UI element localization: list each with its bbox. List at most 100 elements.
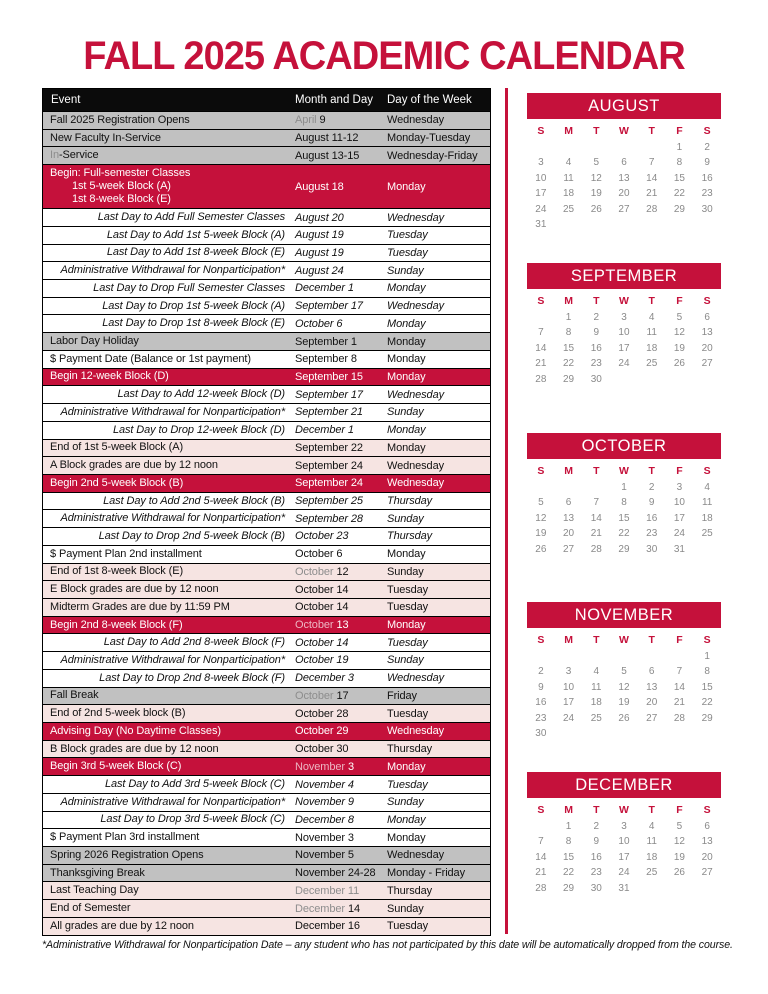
event-text: Last Day to Drop 2nd 5-week Block (B) bbox=[98, 529, 286, 542]
table-row: End of 1st 8-week Block (E) October 12 Sund… bbox=[43, 562, 490, 581]
calendar-day: 7 bbox=[676, 666, 683, 678]
calendar-day-header: M bbox=[564, 465, 573, 477]
month-day-text: September 17 bbox=[295, 300, 363, 313]
month-day-cell: October 6 bbox=[295, 548, 387, 560]
calendar-day-empty bbox=[638, 649, 666, 664]
month-day-cell: December 1 bbox=[295, 282, 387, 294]
calendar-day-empty bbox=[610, 140, 638, 155]
mini-calendar-november: NOVEMBER S M T W T F S 1 2 3 4 5 6 7 8 9 10 11 12 13 14 15 16 17… bbox=[527, 602, 721, 741]
mini-calendar-december: DECEMBER S M T W T F S 1 2 3 4 5 6 7 8 9 10 11 12 13 14 15 16 17… bbox=[527, 772, 721, 896]
calendar-day: 25 bbox=[590, 712, 602, 724]
calendar-day: 16 bbox=[590, 851, 602, 863]
calendar-day: 27 bbox=[563, 543, 575, 555]
day-of-week-cell: Thursday bbox=[387, 884, 433, 897]
calendar-day: 6 bbox=[704, 312, 710, 323]
month-day-cell: September 17 bbox=[295, 300, 387, 312]
calendar-grid: S M T W T F S 1 2 3 4 5 6 7 8 9 10 11 12 13 14 15 16 17 18 19 20 21… bbox=[527, 123, 721, 232]
event-cell: Administrative Withdrawal for Nonpartici… bbox=[43, 406, 295, 419]
month-day-text: November 5 bbox=[295, 849, 354, 862]
event-cell: Spring 2026 Registration Opens bbox=[43, 849, 295, 862]
event-cell: A Block grades are due by 12 noon bbox=[43, 459, 295, 472]
calendar-day-header: W bbox=[619, 634, 629, 646]
calendar-day: 9 bbox=[593, 327, 600, 339]
calendar-day: 27 bbox=[618, 203, 630, 215]
day-of-week-cell: Tuesday bbox=[387, 583, 429, 596]
month-day-cell: October 14 bbox=[295, 584, 387, 596]
month-day-cell: October 12 bbox=[295, 566, 387, 578]
month-day-text: November 3 bbox=[295, 831, 354, 844]
month-day-cell: September 28 bbox=[295, 513, 387, 525]
column-header-day-of-week: Day of the Week bbox=[387, 94, 472, 106]
calendar-day: 21 bbox=[535, 867, 547, 879]
calendar-day: 11 bbox=[591, 681, 602, 693]
calendar-day: 6 bbox=[704, 821, 710, 832]
calendar-day: 20 bbox=[563, 528, 575, 540]
calendar-day: 16 bbox=[646, 512, 658, 524]
calendar-day-empty bbox=[638, 726, 666, 741]
calendar-day: 10 bbox=[563, 681, 575, 693]
calendar-day-empty bbox=[638, 372, 666, 387]
calendar-day: 12 bbox=[618, 681, 630, 693]
calendar-day-header: T bbox=[648, 465, 655, 477]
month-day-cell: October 6 bbox=[295, 318, 387, 330]
event-cell: Advising Day (No Daytime Classes) bbox=[43, 725, 295, 738]
month-day-cell: September 21 bbox=[295, 406, 387, 418]
calendar-month-banner: SEPTEMBER bbox=[527, 263, 721, 289]
calendar-day-empty bbox=[555, 217, 583, 232]
event-line: 1st 8-week Block (E) bbox=[72, 193, 171, 206]
events-table: Event Month and Day Day of the Week Fall… bbox=[42, 88, 491, 936]
calendar-day-header: S bbox=[703, 634, 711, 646]
column-header-month-day: Month and Day bbox=[295, 94, 373, 106]
calendar-day: 17 bbox=[563, 697, 575, 709]
month-day-text: 13 bbox=[336, 619, 349, 632]
event-text: Last Day to Add 1st 5-week Block (A) bbox=[106, 228, 285, 241]
page-title: FALL 2025 ACADEMIC CALENDAR bbox=[83, 34, 685, 78]
calendar-day-header: M bbox=[564, 804, 573, 816]
day-of-week-cell: Wednesday bbox=[387, 459, 444, 472]
calendar-day-header: S bbox=[703, 125, 711, 137]
month-day-cell: August 11-12 bbox=[295, 132, 387, 144]
table-row: E Block grades are due by 12 noon October… bbox=[43, 580, 490, 598]
calendar-day-empty bbox=[693, 881, 721, 896]
event-text: Last Day to Add 3rd 5-week Block (C) bbox=[104, 778, 285, 791]
month-day-text: November 24-28 bbox=[295, 867, 376, 880]
calendar-day: 13 bbox=[618, 172, 630, 184]
calendar-day: 21 bbox=[646, 188, 658, 200]
calendar-day-header: S bbox=[703, 295, 711, 307]
day-of-week-cell: Tuesday bbox=[387, 636, 428, 649]
calendar-day-header: T bbox=[648, 634, 655, 646]
calendar-day: 28 bbox=[590, 543, 602, 555]
month-day-cell: November 24-28 bbox=[295, 867, 387, 879]
event-text: Fall Break bbox=[50, 689, 99, 702]
table-row: B Block grades are due by 12 noon October… bbox=[43, 739, 490, 758]
month-day-text-dim: April bbox=[295, 114, 317, 127]
month-day-cell: October 29 bbox=[295, 725, 387, 737]
calendar-day: 3 bbox=[621, 312, 627, 323]
event-text: Administrative Withdrawal for Nonpartici… bbox=[60, 795, 286, 808]
day-of-week-cell: Tuesday bbox=[387, 707, 429, 720]
calendar-day: 17 bbox=[535, 188, 547, 200]
event-line: Begin: Full-semester Classes bbox=[50, 167, 191, 180]
calendar-day: 4 bbox=[593, 666, 600, 678]
table-row: Last Teaching Day December 11 Thursday bbox=[43, 881, 490, 900]
calendar-day-empty bbox=[693, 542, 721, 557]
calendar-day: 23 bbox=[590, 358, 602, 370]
table-body: Fall 2025 Registration Opens April 9 Wednes… bbox=[43, 111, 490, 935]
calendar-day: 8 bbox=[565, 327, 572, 339]
calendar-day: 22 bbox=[618, 528, 630, 540]
day-of-week-cell: Wednesday bbox=[387, 114, 444, 127]
calendar-day: 1 bbox=[621, 482, 627, 493]
event-cell: All grades are due by 12 noon bbox=[43, 920, 295, 933]
calendar-day: 16 bbox=[701, 172, 713, 184]
month-day-cell: October 14 bbox=[295, 637, 387, 649]
event-text: New Faculty In-Service bbox=[50, 131, 161, 144]
event-cell: Last Day to Drop 3rd 5-week Block (C) bbox=[43, 813, 295, 826]
event-cell: Last Day to Add 1st 8-week Block (E) bbox=[43, 246, 295, 259]
calendar-day: 13 bbox=[646, 681, 658, 693]
day-of-week-cell: Monday bbox=[387, 548, 426, 561]
event-cell: Last Day to Add 2nd 5-week Block (B) bbox=[43, 495, 295, 508]
calendar-day: 20 bbox=[646, 697, 658, 709]
month-day-cell: April 9 bbox=[295, 114, 387, 126]
month-day-text: August 19 bbox=[295, 229, 344, 242]
month-day-cell: December 3 bbox=[295, 672, 387, 684]
